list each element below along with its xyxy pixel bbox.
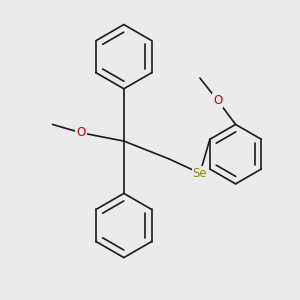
Text: O: O [213, 94, 222, 107]
Text: Se: Se [193, 167, 207, 180]
Text: O: O [76, 126, 86, 139]
